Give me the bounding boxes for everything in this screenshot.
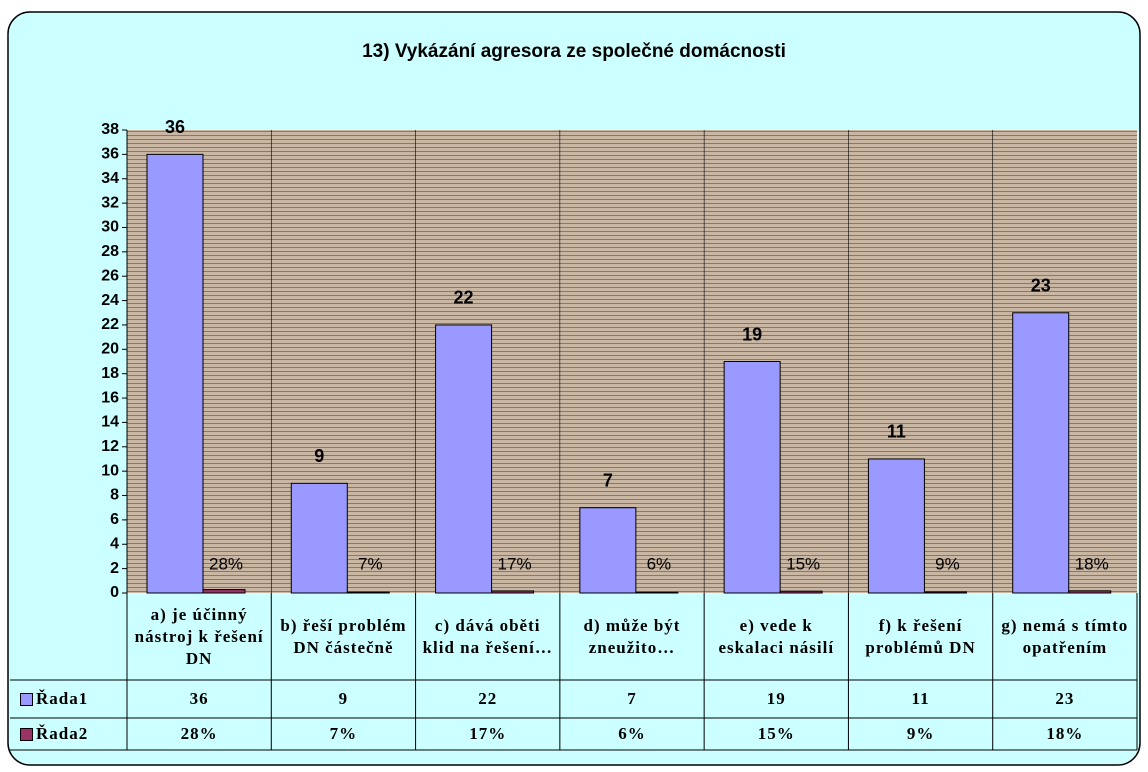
x-tick-label: c) dává oběti klid na řešení… <box>422 615 553 657</box>
value-label: 9% <box>935 554 960 573</box>
x-tick-label: f) k řešení problémů DN <box>865 615 976 657</box>
legend-label: Řada1 <box>36 689 89 708</box>
y-tick-label: 34 <box>101 170 119 187</box>
y-tick-label: 10 <box>101 462 119 479</box>
y-tick-label: 36 <box>101 146 119 163</box>
bar <box>1068 590 1112 594</box>
bar <box>579 507 637 594</box>
y-tick-label: 20 <box>101 341 119 358</box>
legend-swatch <box>20 692 33 706</box>
bar <box>1012 312 1070 594</box>
y-tick-label: 22 <box>101 316 119 333</box>
value-label: 23 <box>1031 276 1051 296</box>
value-label: 18% <box>1075 554 1109 573</box>
table-value: 23 <box>1055 689 1075 708</box>
y-tick-label: 28 <box>101 243 119 260</box>
bar <box>435 324 493 594</box>
bar <box>867 458 925 594</box>
legend-entry: Řada1 <box>10 680 127 718</box>
chart-title: 13) Vykázání agresora ze společné domácn… <box>362 41 786 62</box>
y-tick-label: 18 <box>101 365 119 382</box>
table-value: 6% <box>618 724 646 743</box>
x-tick-label: b) řeší problém DN částečně <box>280 615 407 657</box>
value-label: 7 <box>603 470 613 490</box>
table-value: 9 <box>338 689 349 708</box>
table-value: 15% <box>757 724 795 743</box>
value-label: 7% <box>358 554 383 573</box>
y-tick-label: 0 <box>110 584 119 601</box>
y-tick-label: 8 <box>110 487 119 504</box>
bar <box>346 591 390 594</box>
bar <box>290 482 348 594</box>
table-value: 9% <box>906 724 935 743</box>
y-tick-label: 30 <box>101 219 119 236</box>
value-label: 22 <box>454 288 474 308</box>
value-label: 36 <box>165 117 185 137</box>
legend-label: Řada2 <box>36 724 89 743</box>
bar <box>923 591 967 594</box>
value-label: 19 <box>742 324 762 344</box>
value-label: 28% <box>209 554 243 573</box>
y-tick-label: 26 <box>101 267 119 284</box>
bar <box>491 590 535 594</box>
x-tick-label: g) nemá s tímto opatřením <box>1001 615 1129 657</box>
y-tick-label: 32 <box>101 194 119 211</box>
bar <box>635 591 679 594</box>
value-label: 11 <box>887 422 906 442</box>
y-tick-label: 2 <box>110 560 119 577</box>
y-tick-label: 6 <box>110 511 119 528</box>
y-tick-label: 12 <box>101 438 119 455</box>
y-tick-label: 14 <box>101 414 119 431</box>
table-value: 7% <box>329 724 358 743</box>
value-label: 15% <box>786 554 820 573</box>
table-value: 17% <box>469 724 507 743</box>
value-label: 9 <box>314 446 324 466</box>
y-tick-label: 16 <box>101 389 119 406</box>
x-tick-label: e) vede k eskalaci násilí <box>718 615 835 657</box>
y-tick-label: 24 <box>101 292 119 309</box>
table-value: 7 <box>627 689 637 708</box>
bar <box>779 590 823 594</box>
table-value: 18% <box>1046 724 1084 743</box>
table-value: 22 <box>478 689 498 708</box>
bar <box>723 361 781 594</box>
table-value: 36 <box>189 689 209 708</box>
x-tick-label: d) může být zneužito… <box>583 615 681 657</box>
bar <box>146 153 204 594</box>
y-tick-label: 4 <box>110 535 119 552</box>
value-label: 6% <box>647 554 672 573</box>
table-value: 11 <box>911 689 930 708</box>
y-tick-label: 38 <box>101 121 119 138</box>
legend-swatch <box>20 727 33 741</box>
table-value: 28% <box>180 724 218 743</box>
value-label: 17% <box>498 554 532 573</box>
table-value: 19 <box>766 689 786 708</box>
legend-entry: Řada2 <box>10 718 127 750</box>
x-tick-label: a) je účinný nástroj k řešení DN <box>134 604 264 668</box>
bar <box>202 589 246 594</box>
